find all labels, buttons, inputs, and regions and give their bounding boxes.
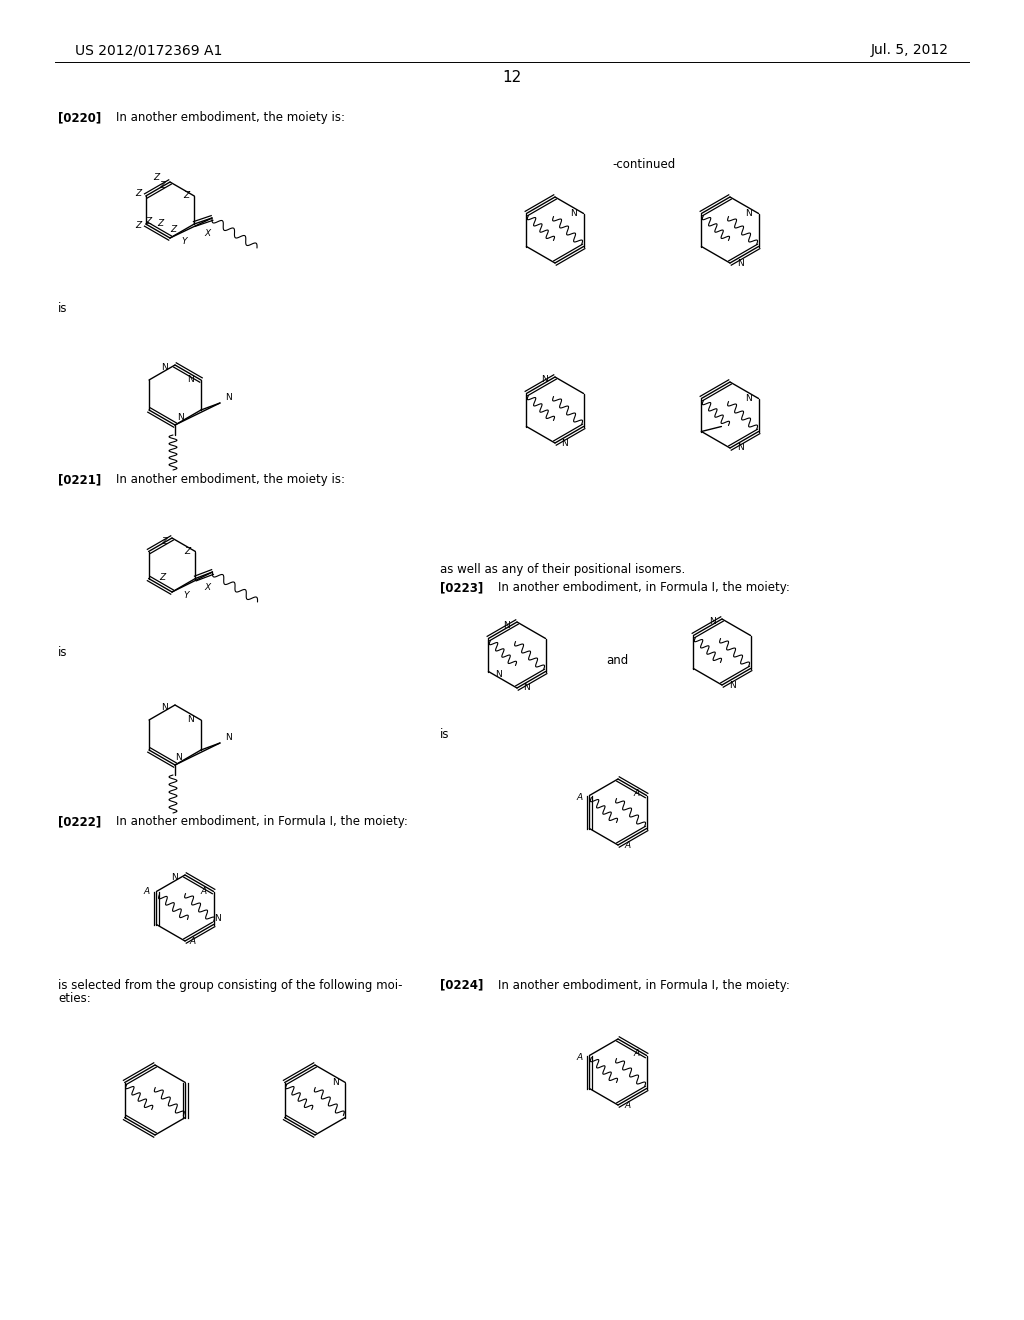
Text: N: N bbox=[224, 734, 231, 742]
Text: N: N bbox=[495, 671, 502, 678]
Text: N: N bbox=[162, 363, 168, 372]
Text: A: A bbox=[577, 793, 583, 803]
Text: Z: Z bbox=[135, 190, 141, 198]
Text: N: N bbox=[162, 704, 168, 713]
Text: N: N bbox=[332, 1078, 339, 1086]
Text: N: N bbox=[729, 681, 735, 689]
Text: eties:: eties: bbox=[58, 993, 91, 1006]
Text: and: and bbox=[606, 653, 629, 667]
Text: Jul. 5, 2012: Jul. 5, 2012 bbox=[871, 44, 949, 57]
Text: Y: Y bbox=[183, 590, 188, 599]
Text: In another embodiment, in Formula I, the moiety:: In another embodiment, in Formula I, the… bbox=[498, 978, 790, 991]
Text: is: is bbox=[440, 729, 450, 742]
Text: A: A bbox=[201, 887, 207, 896]
Text: In another embodiment, the moiety is:: In another embodiment, the moiety is: bbox=[116, 111, 345, 124]
Text: [0223]: [0223] bbox=[440, 582, 483, 594]
Text: Z: Z bbox=[157, 219, 163, 227]
Text: Z: Z bbox=[160, 573, 165, 582]
Text: A: A bbox=[577, 1053, 583, 1063]
Text: Z: Z bbox=[170, 226, 176, 235]
Text: Z: Z bbox=[161, 536, 167, 545]
Text: N: N bbox=[504, 620, 510, 630]
Text: Z: Z bbox=[159, 181, 165, 190]
Text: [0220]: [0220] bbox=[58, 111, 101, 124]
Text: Z: Z bbox=[135, 222, 141, 231]
Text: In another embodiment, the moiety is:: In another embodiment, the moiety is: bbox=[116, 474, 345, 487]
Text: is: is bbox=[58, 645, 68, 659]
Text: [0224]: [0224] bbox=[440, 978, 483, 991]
Text: In another embodiment, in Formula I, the moiety:: In another embodiment, in Formula I, the… bbox=[116, 816, 408, 829]
Text: X: X bbox=[204, 228, 210, 238]
Text: A: A bbox=[634, 1049, 640, 1059]
Text: A: A bbox=[143, 887, 150, 896]
Text: as well as any of their positional isomers.: as well as any of their positional isome… bbox=[440, 564, 685, 577]
Text: N: N bbox=[187, 715, 195, 725]
Text: N: N bbox=[745, 393, 752, 403]
Text: Z: Z bbox=[145, 216, 152, 226]
Text: N: N bbox=[736, 444, 743, 453]
Text: N: N bbox=[709, 618, 716, 627]
Text: is: is bbox=[58, 301, 68, 314]
Text: In another embodiment, in Formula I, the moiety:: In another embodiment, in Formula I, the… bbox=[498, 582, 790, 594]
Text: N: N bbox=[745, 209, 752, 218]
Text: A: A bbox=[634, 789, 640, 799]
Text: X: X bbox=[205, 582, 211, 591]
Text: N: N bbox=[224, 393, 231, 403]
Text: N: N bbox=[570, 209, 577, 218]
Text: [0222]: [0222] bbox=[58, 816, 101, 829]
Text: is selected from the group consisting of the following moi-: is selected from the group consisting of… bbox=[58, 978, 402, 991]
Text: Z: Z bbox=[184, 546, 190, 556]
Text: N: N bbox=[214, 913, 221, 923]
Text: Z: Z bbox=[183, 191, 189, 201]
Text: A: A bbox=[189, 936, 196, 945]
Text: N: N bbox=[523, 684, 530, 693]
Text: A: A bbox=[625, 841, 631, 850]
Text: N: N bbox=[187, 375, 195, 384]
Text: N: N bbox=[561, 438, 568, 447]
Text: N: N bbox=[542, 375, 549, 384]
Text: N: N bbox=[176, 412, 183, 421]
Text: [0221]: [0221] bbox=[58, 474, 101, 487]
Text: US 2012/0172369 A1: US 2012/0172369 A1 bbox=[75, 44, 222, 57]
Text: A: A bbox=[625, 1101, 631, 1110]
Text: Y: Y bbox=[181, 236, 186, 246]
Text: N: N bbox=[175, 752, 181, 762]
Text: -continued: -continued bbox=[612, 158, 675, 172]
Text: N: N bbox=[172, 874, 178, 883]
Text: N: N bbox=[736, 259, 743, 268]
Text: 12: 12 bbox=[503, 70, 521, 86]
Text: Z: Z bbox=[153, 173, 159, 182]
